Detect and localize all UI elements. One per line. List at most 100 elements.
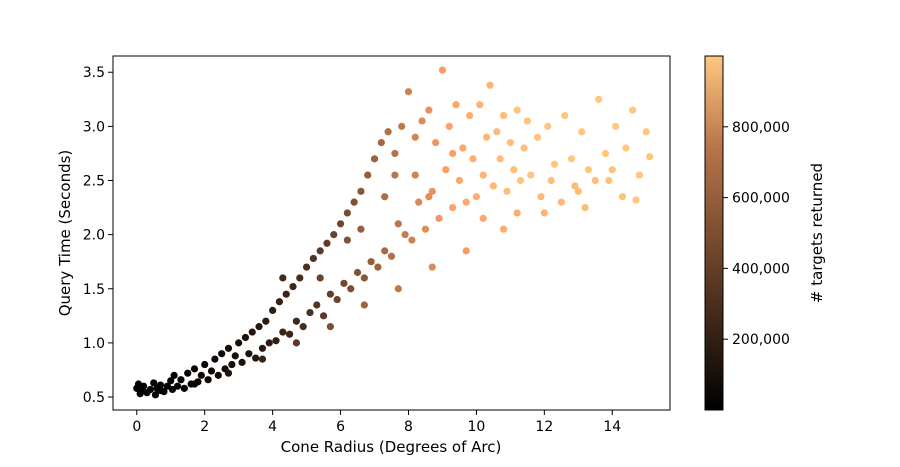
data-point bbox=[520, 144, 528, 152]
data-point bbox=[323, 239, 331, 247]
data-point bbox=[214, 371, 222, 379]
data-point bbox=[248, 328, 256, 336]
data-point bbox=[408, 236, 416, 244]
data-point bbox=[574, 187, 582, 195]
data-point bbox=[170, 371, 178, 379]
data-point bbox=[163, 382, 171, 390]
data-point bbox=[428, 187, 436, 195]
data-point bbox=[350, 198, 358, 206]
colorbar-tick-label: 800,000 bbox=[732, 120, 790, 136]
data-point bbox=[292, 339, 300, 347]
y-tick-label: 0.5 bbox=[83, 390, 105, 406]
data-point bbox=[190, 380, 199, 388]
x-axis: 0 2 4 6 8 10 12 14 bbox=[132, 410, 621, 435]
data-point bbox=[425, 106, 433, 114]
x-tick-label: 10 bbox=[467, 419, 485, 435]
data-point bbox=[544, 122, 552, 130]
data-point bbox=[279, 274, 287, 282]
data-point bbox=[238, 358, 246, 366]
data-point bbox=[357, 187, 365, 195]
data-point bbox=[197, 371, 205, 379]
data-point bbox=[452, 101, 460, 109]
colorbar-tick-label: 600,000 bbox=[732, 191, 790, 207]
data-point bbox=[156, 381, 165, 389]
data-point bbox=[462, 247, 470, 255]
data-point bbox=[265, 339, 273, 347]
x-tick-label: 14 bbox=[603, 419, 621, 435]
data-point bbox=[442, 166, 450, 174]
data-point bbox=[370, 155, 379, 163]
data-point bbox=[513, 106, 521, 114]
data-point bbox=[418, 117, 426, 125]
data-point bbox=[224, 369, 233, 377]
data-point bbox=[235, 339, 243, 347]
data-point bbox=[313, 301, 321, 309]
data-point bbox=[394, 285, 402, 293]
data-point bbox=[374, 263, 382, 271]
data-point bbox=[146, 385, 154, 394]
data-point bbox=[499, 225, 508, 233]
data-point bbox=[224, 344, 233, 352]
data-point bbox=[211, 355, 219, 363]
data-point bbox=[595, 95, 603, 103]
data-point bbox=[411, 171, 419, 179]
data-point bbox=[642, 128, 650, 136]
data-point bbox=[527, 171, 535, 179]
data-point bbox=[578, 128, 586, 136]
data-point bbox=[449, 149, 457, 158]
data-point bbox=[469, 155, 477, 163]
data-point bbox=[571, 182, 579, 190]
data-point bbox=[391, 149, 399, 158]
data-point bbox=[462, 198, 470, 206]
data-point bbox=[581, 203, 589, 212]
data-point bbox=[228, 360, 236, 369]
data-point bbox=[411, 133, 419, 141]
data-point bbox=[635, 171, 644, 179]
data-point bbox=[591, 176, 599, 185]
data-points bbox=[133, 66, 654, 399]
colorbar-tick-label: 200,000 bbox=[732, 332, 790, 348]
data-point bbox=[384, 128, 392, 136]
data-point bbox=[279, 328, 287, 336]
data-point bbox=[387, 252, 396, 260]
data-point bbox=[646, 153, 654, 161]
x-tick-label: 4 bbox=[268, 419, 277, 435]
data-point bbox=[567, 155, 576, 163]
plot-area-frame bbox=[112, 55, 671, 411]
x-axis-label: Cone Radius (Degrees of Arc) bbox=[281, 438, 502, 456]
y-tick-label: 1.0 bbox=[83, 336, 105, 352]
data-point bbox=[190, 365, 199, 373]
data-point bbox=[173, 382, 182, 390]
x-tick-label: 2 bbox=[200, 419, 209, 435]
data-point bbox=[326, 290, 334, 298]
data-point bbox=[184, 369, 192, 377]
y-axis: 0.5 1.0 1.5 2.0 2.5 3.0 3.5 bbox=[83, 65, 113, 406]
data-point bbox=[404, 88, 413, 96]
data-point bbox=[459, 144, 467, 152]
data-point bbox=[316, 274, 324, 282]
data-point bbox=[360, 301, 368, 309]
data-point bbox=[503, 187, 511, 195]
y-tick-label: 2.5 bbox=[83, 173, 105, 189]
data-point bbox=[150, 379, 158, 387]
data-point bbox=[309, 254, 317, 263]
data-point bbox=[272, 337, 280, 345]
data-point bbox=[584, 166, 593, 174]
data-point bbox=[340, 279, 348, 287]
data-point bbox=[296, 274, 304, 282]
data-point bbox=[201, 360, 209, 369]
data-point bbox=[269, 306, 277, 314]
data-point bbox=[302, 263, 311, 271]
data-point bbox=[445, 122, 453, 130]
data-point bbox=[394, 220, 402, 228]
data-point bbox=[499, 111, 508, 120]
data-point bbox=[421, 225, 430, 233]
data-point bbox=[479, 214, 487, 222]
colorbar bbox=[704, 55, 724, 411]
data-point bbox=[167, 377, 175, 385]
data-point bbox=[455, 176, 464, 185]
data-point bbox=[510, 166, 518, 174]
colorbar-axis: 200,000 400,000 600,000 800,000 bbox=[723, 120, 790, 348]
y-tick-label: 2.0 bbox=[83, 228, 105, 244]
